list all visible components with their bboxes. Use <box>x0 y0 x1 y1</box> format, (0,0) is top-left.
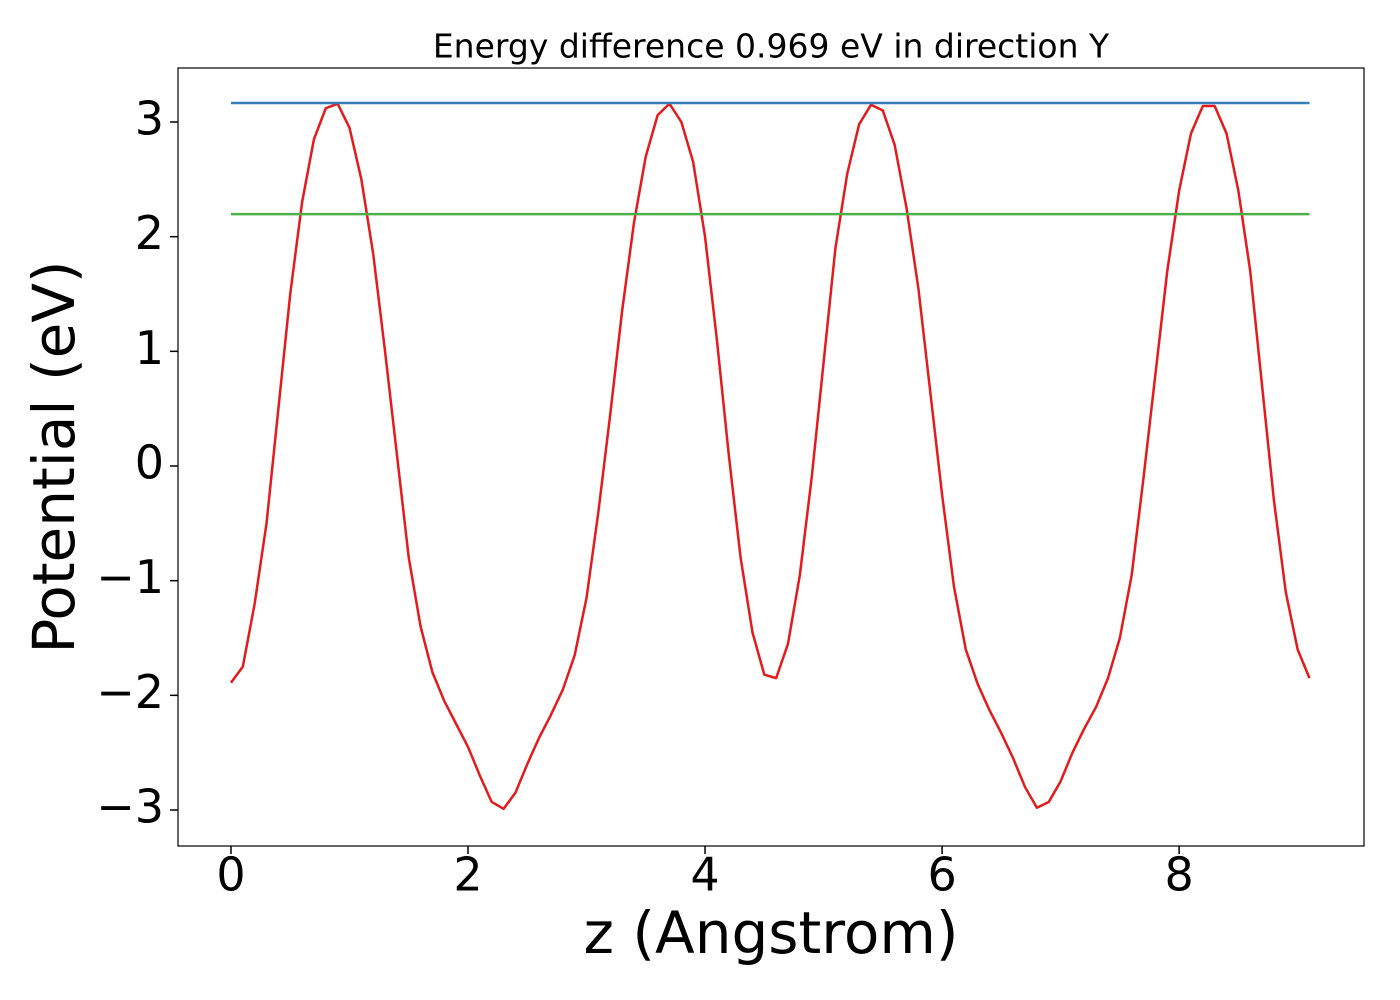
y-tick-label: −3 <box>96 779 164 833</box>
y-tick-label: −1 <box>96 550 164 604</box>
x-tick-label: 8 <box>1164 848 1193 902</box>
x-tick-label: 4 <box>690 848 719 902</box>
y-tick-label: 0 <box>135 436 164 490</box>
y-axis-label: Potential (eV) <box>20 260 88 653</box>
x-tick-label: 6 <box>927 848 956 902</box>
chart-title: Energy difference 0.969 eV in direction … <box>433 27 1110 66</box>
x-tick-label: 0 <box>216 848 245 902</box>
plot-frame <box>177 67 1365 847</box>
y-tick-label: 3 <box>135 92 164 146</box>
x-tick-label: 2 <box>453 848 482 902</box>
y-tick-label: 2 <box>135 206 164 260</box>
x-axis-label: z (Angstrom) <box>584 899 959 967</box>
data-line <box>229 102 1311 811</box>
y-tick-label: 1 <box>135 321 164 375</box>
y-tick-label: −2 <box>96 665 164 719</box>
